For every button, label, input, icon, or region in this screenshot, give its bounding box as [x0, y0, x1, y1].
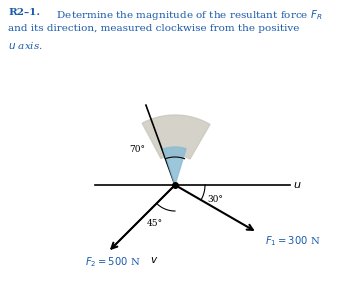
Polygon shape: [163, 147, 186, 185]
Text: $v$: $v$: [150, 255, 158, 265]
Text: R2–1.: R2–1.: [8, 8, 40, 17]
Text: $F_1 = 300$ N: $F_1 = 300$ N: [265, 235, 321, 248]
Polygon shape: [142, 115, 210, 159]
Text: $F_2 = 500$ N: $F_2 = 500$ N: [85, 255, 140, 269]
Text: Determine the magnitude of the resultant force $F_R$: Determine the magnitude of the resultant…: [50, 8, 323, 22]
Text: 30°: 30°: [207, 195, 223, 204]
Text: 70°: 70°: [129, 145, 145, 154]
Text: $u$: $u$: [293, 180, 302, 190]
Text: 45°: 45°: [147, 218, 163, 227]
Text: $u$ axis.: $u$ axis.: [8, 40, 43, 51]
Text: and its direction, measured clockwise from the positive: and its direction, measured clockwise fr…: [8, 24, 300, 33]
